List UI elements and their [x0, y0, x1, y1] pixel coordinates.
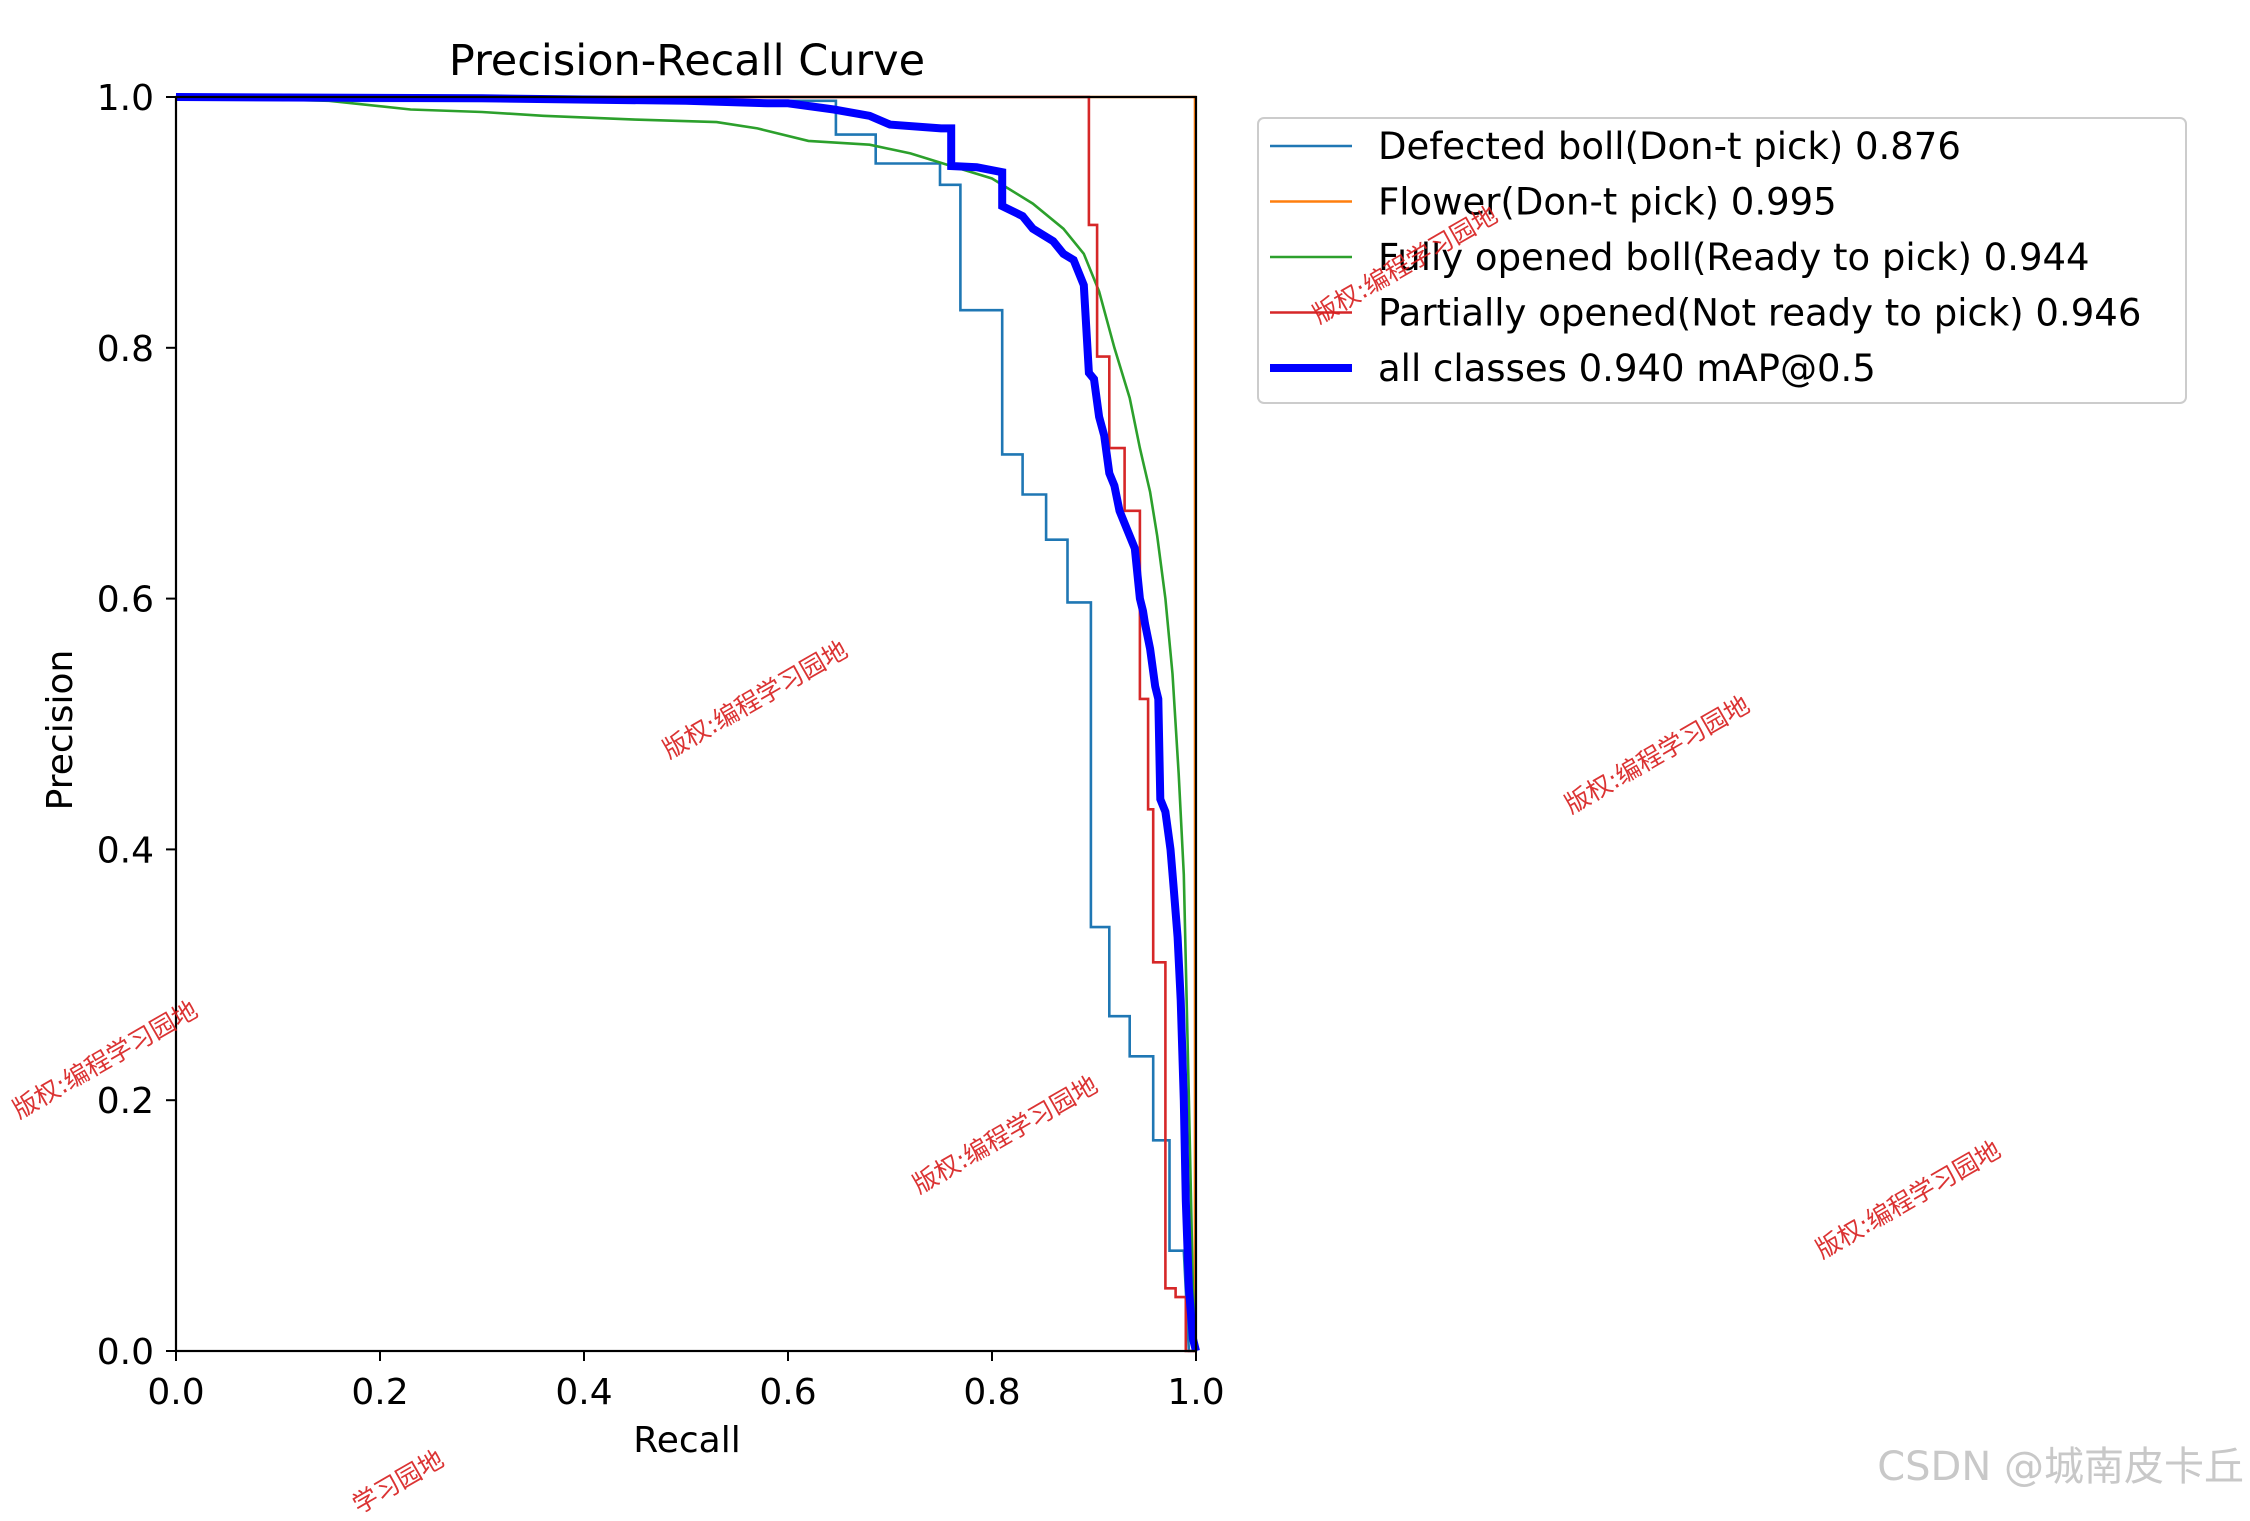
series-line-0	[175, 95, 1196, 1353]
x-tick-label: 0.6	[759, 1372, 816, 1413]
y-tick-label: 0.8	[97, 329, 154, 370]
legend: Defected boll(Don-t pick) 0.876 Flower(Do…	[1257, 117, 2187, 404]
legend-items: Defected boll(Don-t pick) 0.876 Flower(Do…	[1270, 125, 2141, 390]
legend-label-4: all classes 0.940 mAP@0.5	[1378, 347, 1876, 390]
legend-label-1: Flower(Don-t pick) 0.995	[1378, 181, 1837, 224]
y-axis-title: Precision	[40, 650, 81, 811]
y-tick-label: 0.6	[97, 580, 154, 621]
legend-label-0: Defected boll(Don-t pick) 0.876	[1378, 125, 1961, 168]
y-axis: 0.0 0.2 0.4 0.6 0.8 1.0	[97, 78, 176, 1373]
x-axis-title: Recall	[633, 1420, 740, 1461]
plot-frame	[174, 95, 1198, 1353]
legend-label-3: Partially opened(Not ready to pick) 0.94…	[1378, 292, 2141, 335]
chart-title: Precision-Recall Curve	[449, 36, 925, 86]
series-line-2	[175, 95, 1198, 1352]
x-tick-label: 0.0	[147, 1372, 204, 1413]
x-tick-label: 1.0	[1167, 1372, 1224, 1413]
y-tick-label: 1.0	[97, 78, 154, 119]
y-tick-label: 0.2	[97, 1081, 154, 1122]
x-tick-label: 0.8	[963, 1372, 1020, 1413]
plot-area	[174, 93, 1200, 1353]
credit-text: CSDN @城南皮卡丘	[1877, 1444, 2244, 1490]
legend-label-2: Fully opened boll(Ready to pick) 0.944	[1378, 236, 2090, 279]
x-axis: 0.0 0.2 0.4 0.6 0.8 1.0	[147, 1351, 1225, 1413]
series-line-4	[175, 93, 1200, 1352]
legend-box	[1257, 117, 2187, 404]
y-tick-label: 0.0	[97, 1332, 154, 1373]
x-tick-label: 0.2	[351, 1372, 408, 1413]
x-tick-label: 0.4	[555, 1372, 612, 1413]
y-tick-label: 0.4	[97, 830, 154, 871]
series-line-3	[176, 95, 1196, 1353]
